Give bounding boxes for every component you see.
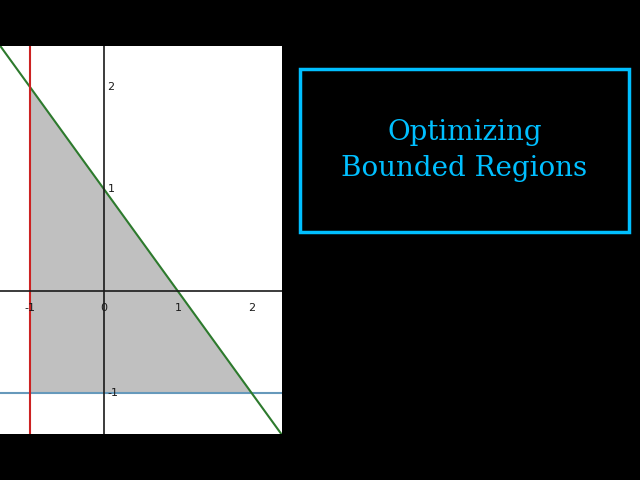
Text: 2: 2: [108, 82, 115, 92]
Text: Optimizing
Bounded Regions: Optimizing Bounded Regions: [341, 120, 588, 182]
Text: 2: 2: [248, 303, 255, 313]
Polygon shape: [29, 86, 252, 394]
Text: -1: -1: [24, 303, 35, 313]
FancyBboxPatch shape: [300, 69, 629, 232]
Text: $f_x\ =\ 0$: $f_x\ =\ 0$: [410, 280, 547, 324]
Text: -1: -1: [108, 388, 118, 398]
Text: 1: 1: [174, 303, 181, 313]
Text: $f_y\ =\ 0$: $f_y\ =\ 0$: [410, 363, 547, 412]
Text: 1: 1: [108, 184, 115, 194]
Text: 0: 0: [100, 303, 108, 313]
